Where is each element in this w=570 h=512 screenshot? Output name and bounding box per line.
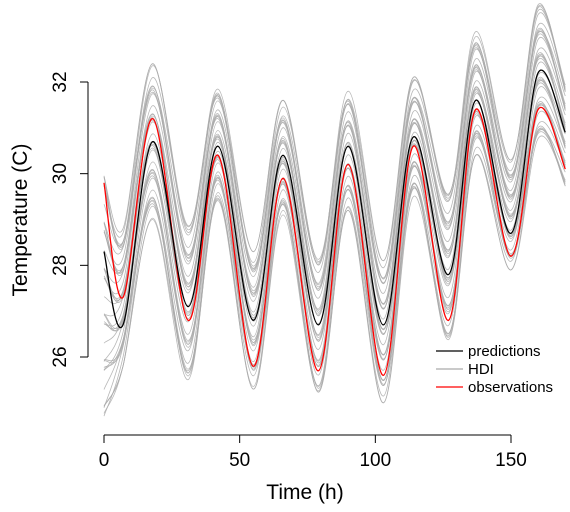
predictions-line bbox=[103, 69, 566, 329]
hdi-trace bbox=[103, 128, 566, 417]
x-tick-label: 100 bbox=[359, 450, 391, 471]
x-tick-label: 50 bbox=[229, 450, 250, 471]
legend-label: predictions bbox=[468, 343, 541, 360]
y-tick-label: 26 bbox=[50, 346, 71, 367]
x-tick-label: 0 bbox=[99, 450, 110, 471]
y-tick-label: 32 bbox=[50, 71, 71, 92]
hdi-trace bbox=[103, 8, 566, 266]
series-group bbox=[103, 69, 566, 376]
y-tick-label: 28 bbox=[50, 255, 71, 276]
x-tick-label: 150 bbox=[495, 450, 527, 471]
hdi-trace bbox=[103, 104, 566, 371]
legend-label: HDI bbox=[468, 361, 494, 378]
y-axis-title: Temperature (C) bbox=[9, 144, 32, 297]
y-tick-label: 30 bbox=[50, 163, 71, 184]
legend-label: observations bbox=[468, 379, 553, 396]
x-ticks: 0 50 100 150 bbox=[99, 435, 527, 471]
y-ticks: 26 28 30 32 bbox=[50, 71, 88, 368]
hdi-trace bbox=[103, 6, 566, 266]
x-axis-title: Time (h) bbox=[266, 481, 343, 504]
